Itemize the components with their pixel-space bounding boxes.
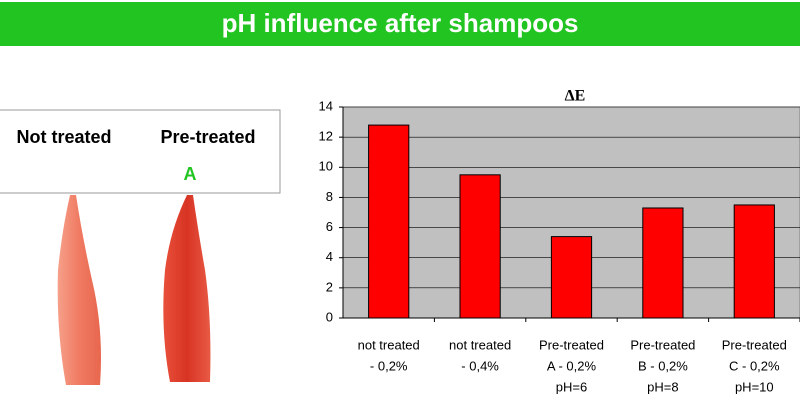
sample-label: Pre-treated [160, 127, 255, 147]
y-tick-label: 14 [319, 98, 333, 113]
x-tick-label: pH=6 [556, 379, 587, 394]
bar [734, 205, 774, 318]
y-tick-label: 8 [326, 189, 333, 204]
y-tick-label: 10 [319, 159, 333, 174]
x-tick-label: C - 0,2% [729, 358, 780, 373]
y-tick-label: 12 [319, 129, 333, 144]
hair-sample [58, 195, 101, 385]
sample-label: Not treated [16, 127, 111, 147]
bar [369, 125, 409, 318]
bar [551, 237, 591, 318]
y-tick-label: 4 [326, 249, 333, 264]
y-tick-label: 6 [326, 219, 333, 234]
x-tick-label: - 0,2% [370, 358, 408, 373]
sample-mark: A [184, 164, 197, 184]
slide: pH influence after shampoos Not treated … [0, 0, 800, 407]
header-title: pH influence after shampoos [222, 8, 579, 38]
page: pH influence after shampoos Not treated … [0, 0, 800, 407]
x-tick-label: not treated [358, 337, 420, 352]
x-tick-label: Pre-treated [539, 337, 604, 352]
chart-title: ΔE [565, 88, 586, 105]
x-tick-label: Pre-treated [630, 337, 695, 352]
bar [643, 208, 683, 318]
y-tick-label: 0 [326, 309, 333, 324]
bar [460, 175, 500, 318]
sample-box [0, 110, 280, 193]
hair-sample [163, 195, 210, 382]
y-tick-label: 2 [326, 279, 333, 294]
x-tick-label: pH=10 [735, 379, 774, 394]
x-tick-label: not treated [449, 337, 511, 352]
x-tick-label: Pre-treated [722, 337, 787, 352]
x-tick-label: - 0,4% [461, 358, 499, 373]
x-tick-label: A - 0,2% [547, 358, 597, 373]
x-tick-label: pH=8 [647, 379, 678, 394]
chart: ΔE 0 2 4 6 8 10 12 14 not treated - 0,2% not treat… [319, 88, 800, 395]
x-tick-label: B - 0,2% [638, 358, 688, 373]
